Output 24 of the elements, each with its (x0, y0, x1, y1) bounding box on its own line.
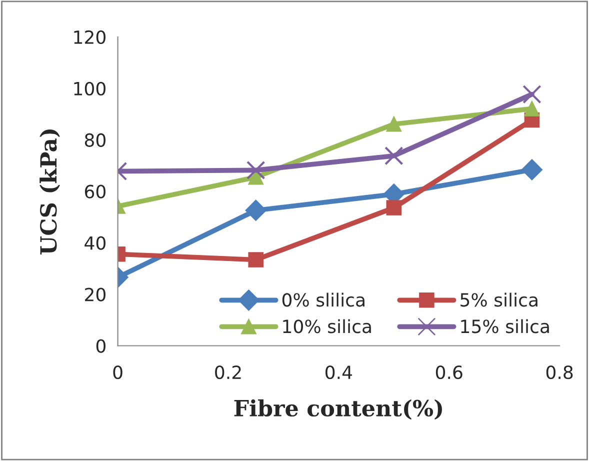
x-tick-label: 0 (113, 366, 122, 380)
x-tick-label: 0.2 (215, 366, 241, 380)
legend-label: 0% slilica (282, 292, 364, 307)
legend-label: 10% silica (283, 319, 371, 334)
y-tick-label: 0 (96, 339, 106, 353)
y-tick-label: 120 (74, 30, 106, 44)
point (386, 200, 402, 216)
y-tick-label: 60 (84, 184, 106, 198)
legend-label: 15% silica (461, 319, 549, 334)
point (384, 146, 404, 166)
y-tick-label: 40 (84, 236, 106, 250)
x-axis-title: Fibre content(%) (234, 399, 442, 420)
x-tick-label: 0.6 (436, 366, 462, 380)
point (386, 116, 402, 132)
point (524, 101, 540, 116)
y-axis-title: UCS (kPa) (40, 130, 60, 254)
y-tick-label: 100 (74, 82, 106, 96)
y-tick-label: 20 (85, 288, 106, 302)
point (521, 159, 542, 180)
x-tick-label: 0.8 (546, 366, 573, 380)
point (522, 84, 542, 104)
x-tick-label: 0.4 (326, 366, 352, 380)
y-tick-label: 80 (84, 133, 106, 147)
legend-label: 5% silica (460, 292, 538, 307)
